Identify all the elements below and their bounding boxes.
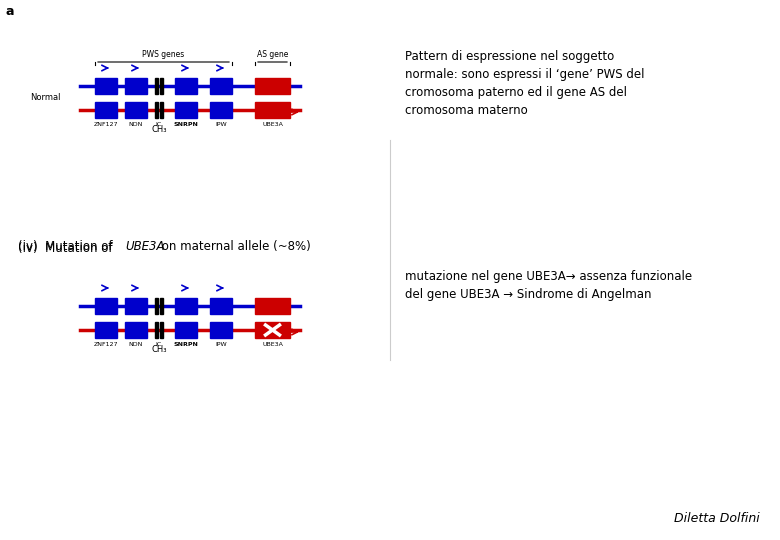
FancyBboxPatch shape <box>155 322 158 338</box>
Text: (iv)  Mutation of: (iv) Mutation of <box>18 240 116 253</box>
Text: IC: IC <box>156 122 162 127</box>
Text: CH₃: CH₃ <box>151 125 167 134</box>
FancyBboxPatch shape <box>255 322 290 338</box>
FancyBboxPatch shape <box>210 78 232 94</box>
FancyBboxPatch shape <box>255 102 290 118</box>
FancyBboxPatch shape <box>95 298 117 314</box>
FancyBboxPatch shape <box>175 298 197 314</box>
Text: IC: IC <box>156 342 162 347</box>
Text: IPW: IPW <box>215 122 227 127</box>
Text: NDN: NDN <box>129 342 144 347</box>
Text: NDN: NDN <box>129 122 144 127</box>
FancyBboxPatch shape <box>210 298 232 314</box>
FancyBboxPatch shape <box>255 298 290 314</box>
FancyBboxPatch shape <box>210 102 232 118</box>
FancyBboxPatch shape <box>95 322 117 338</box>
Text: IPW: IPW <box>215 342 227 347</box>
Text: SNRPN: SNRPN <box>174 342 198 347</box>
Text: mutazione nel gene UBE3A→ assenza funzionale
del gene UBE3A → Sindrome di Angelm: mutazione nel gene UBE3A→ assenza funzio… <box>405 270 692 301</box>
Text: a: a <box>5 5 13 18</box>
Text: (iv)  Mutation of: (iv) Mutation of <box>18 242 116 255</box>
Text: Diletta Dolfini: Diletta Dolfini <box>674 512 760 525</box>
Text: CH₃: CH₃ <box>151 345 167 354</box>
FancyBboxPatch shape <box>155 78 158 94</box>
FancyBboxPatch shape <box>95 102 117 118</box>
Text: UBE3A: UBE3A <box>125 240 165 253</box>
Text: UBE3A: UBE3A <box>262 122 283 127</box>
FancyBboxPatch shape <box>160 298 163 314</box>
Text: ZNF127: ZNF127 <box>94 122 119 127</box>
FancyBboxPatch shape <box>125 78 147 94</box>
FancyBboxPatch shape <box>175 322 197 338</box>
FancyBboxPatch shape <box>175 102 197 118</box>
Text: AS gene: AS gene <box>257 50 288 59</box>
Text: PWS genes: PWS genes <box>143 50 185 59</box>
FancyBboxPatch shape <box>160 78 163 94</box>
FancyBboxPatch shape <box>210 322 232 338</box>
FancyBboxPatch shape <box>160 102 163 118</box>
FancyBboxPatch shape <box>125 322 147 338</box>
FancyBboxPatch shape <box>160 322 163 338</box>
FancyBboxPatch shape <box>155 298 158 314</box>
Text: UBE3A: UBE3A <box>262 342 283 347</box>
FancyBboxPatch shape <box>155 102 158 118</box>
Text: on maternal allele (~8%): on maternal allele (~8%) <box>158 240 310 253</box>
Text: Normal: Normal <box>30 93 61 103</box>
Text: Pattern di espressione nel soggetto
normale: sono espressi il ‘gene’ PWS del
cro: Pattern di espressione nel soggetto norm… <box>405 50 644 117</box>
FancyBboxPatch shape <box>125 298 147 314</box>
FancyBboxPatch shape <box>175 78 197 94</box>
FancyBboxPatch shape <box>255 78 290 94</box>
FancyBboxPatch shape <box>125 102 147 118</box>
Text: ZNF127: ZNF127 <box>94 342 119 347</box>
FancyBboxPatch shape <box>95 78 117 94</box>
Text: SNRPN: SNRPN <box>174 122 198 127</box>
